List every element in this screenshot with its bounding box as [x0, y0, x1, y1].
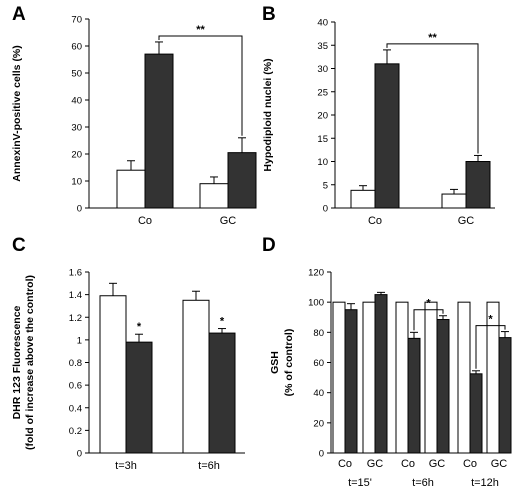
panel-b: B 0 5 10 15 20 25 30 35 40 Hypodiploid nuclei (%) C…: [262, 4, 495, 227]
panel-d: D 0 20 40 60 80 100 120 GSH (% of control) Co GC Co G…: [262, 235, 511, 489]
y-tick-label: 35: [317, 41, 328, 52]
y-axis-label: (% of control): [283, 329, 295, 397]
y-tick-label: 0.4: [69, 403, 82, 414]
y-tick-label: 80: [313, 328, 324, 339]
bar: [466, 162, 490, 209]
y-tick-label: 20: [313, 418, 324, 429]
bar: [375, 64, 399, 208]
panel-label: B: [262, 4, 276, 25]
category-label: Co: [138, 215, 152, 227]
group-label: t=12h: [471, 477, 499, 489]
bar: [183, 300, 209, 453]
panel-label: C: [12, 235, 26, 256]
y-axis-label: Hypodiploid nuclei (%): [262, 58, 274, 171]
y-tick-label: 10: [317, 157, 328, 168]
bar: [117, 170, 145, 208]
y-tick-label: 1.4: [69, 290, 82, 301]
y-tick-label: 30: [317, 64, 328, 75]
y-tick-label: 0: [323, 204, 328, 215]
bar: [363, 302, 375, 453]
category-label: GC: [458, 215, 475, 227]
significance-label: *: [220, 316, 225, 328]
y-tick-label: 0.8: [69, 358, 82, 369]
category-label: t=6h: [198, 460, 220, 472]
y-tick-label: 10: [71, 177, 82, 188]
bar: [333, 302, 345, 453]
category-label: GC: [429, 458, 446, 470]
y-tick-label: 60: [71, 42, 82, 53]
bar: [499, 338, 511, 453]
bar: [200, 184, 228, 208]
y-tick-label: 0: [319, 449, 324, 460]
bar: [100, 296, 126, 453]
bar: [345, 310, 357, 453]
y-tick-label: 70: [71, 15, 82, 26]
y-axis-label: GSH: [269, 351, 281, 374]
y-tick-label: 100: [308, 298, 324, 309]
y-tick-label: 0: [77, 204, 82, 215]
panel-label: A: [12, 4, 26, 25]
y-tick-label: 0: [77, 449, 82, 460]
y-tick-label: 0.6: [69, 381, 82, 392]
y-tick-label: 60: [313, 358, 324, 369]
y-tick-label: 40: [317, 18, 328, 29]
y-tick-label: 20: [71, 150, 82, 161]
category-label: Co: [463, 458, 477, 470]
y-axis-label: (fold of increase above the control): [24, 275, 36, 450]
significance-label: *: [488, 314, 493, 326]
significance-label: *: [426, 298, 431, 310]
panel-c: C 0 0.2 0.4 0.6 0.8 1 1.2 1.4 1.6 DHR 123 Fluoresc…: [11, 235, 245, 472]
category-label: GC: [491, 458, 508, 470]
y-tick-label: 0.2: [69, 426, 82, 437]
significance-label: *: [137, 321, 142, 333]
panel-a: A 0 10 20 30 40 50 60 70 AnnexinV-positive cells …: [11, 4, 256, 227]
y-tick-label: 5: [323, 180, 328, 191]
y-tick-label: 20: [317, 111, 328, 122]
significance-label: **: [428, 32, 437, 44]
group-label: t=6h: [412, 477, 434, 489]
bar: [458, 302, 470, 453]
category-label: Co: [368, 215, 382, 227]
y-tick-label: 40: [313, 388, 324, 399]
y-tick-label: 40: [71, 96, 82, 107]
y-axis-label: DHR 123 Fluorescence: [11, 305, 23, 419]
significance-label: **: [196, 24, 205, 36]
y-tick-label: 1.6: [69, 268, 82, 279]
y-tick-label: 30: [71, 123, 82, 134]
bar: [425, 302, 437, 453]
category-label: Co: [338, 458, 352, 470]
y-tick-label: 25: [317, 87, 328, 98]
bar: [437, 320, 449, 453]
y-tick-label: 1.2: [69, 313, 82, 324]
category-label: GC: [367, 458, 384, 470]
bar: [470, 374, 482, 453]
bar: [351, 190, 375, 208]
panel-label: D: [262, 235, 276, 256]
bar: [145, 54, 173, 208]
category-label: Co: [401, 458, 415, 470]
group-label: t=15': [348, 477, 372, 489]
bar: [126, 342, 152, 453]
bar: [442, 194, 466, 208]
y-tick-label: 120: [308, 268, 324, 279]
y-tick-label: 1: [77, 335, 82, 346]
category-label: GC: [220, 215, 237, 227]
y-tick-label: 50: [71, 69, 82, 80]
bar: [375, 295, 387, 453]
bar: [209, 333, 235, 453]
bar: [408, 338, 420, 453]
significance-bracket: [387, 44, 478, 154]
y-axis-label: AnnexinV-positive cells (%): [11, 45, 23, 182]
bar: [228, 153, 256, 208]
bar: [396, 302, 408, 453]
category-label: t=3h: [115, 460, 137, 472]
y-tick-label: 15: [317, 134, 328, 145]
